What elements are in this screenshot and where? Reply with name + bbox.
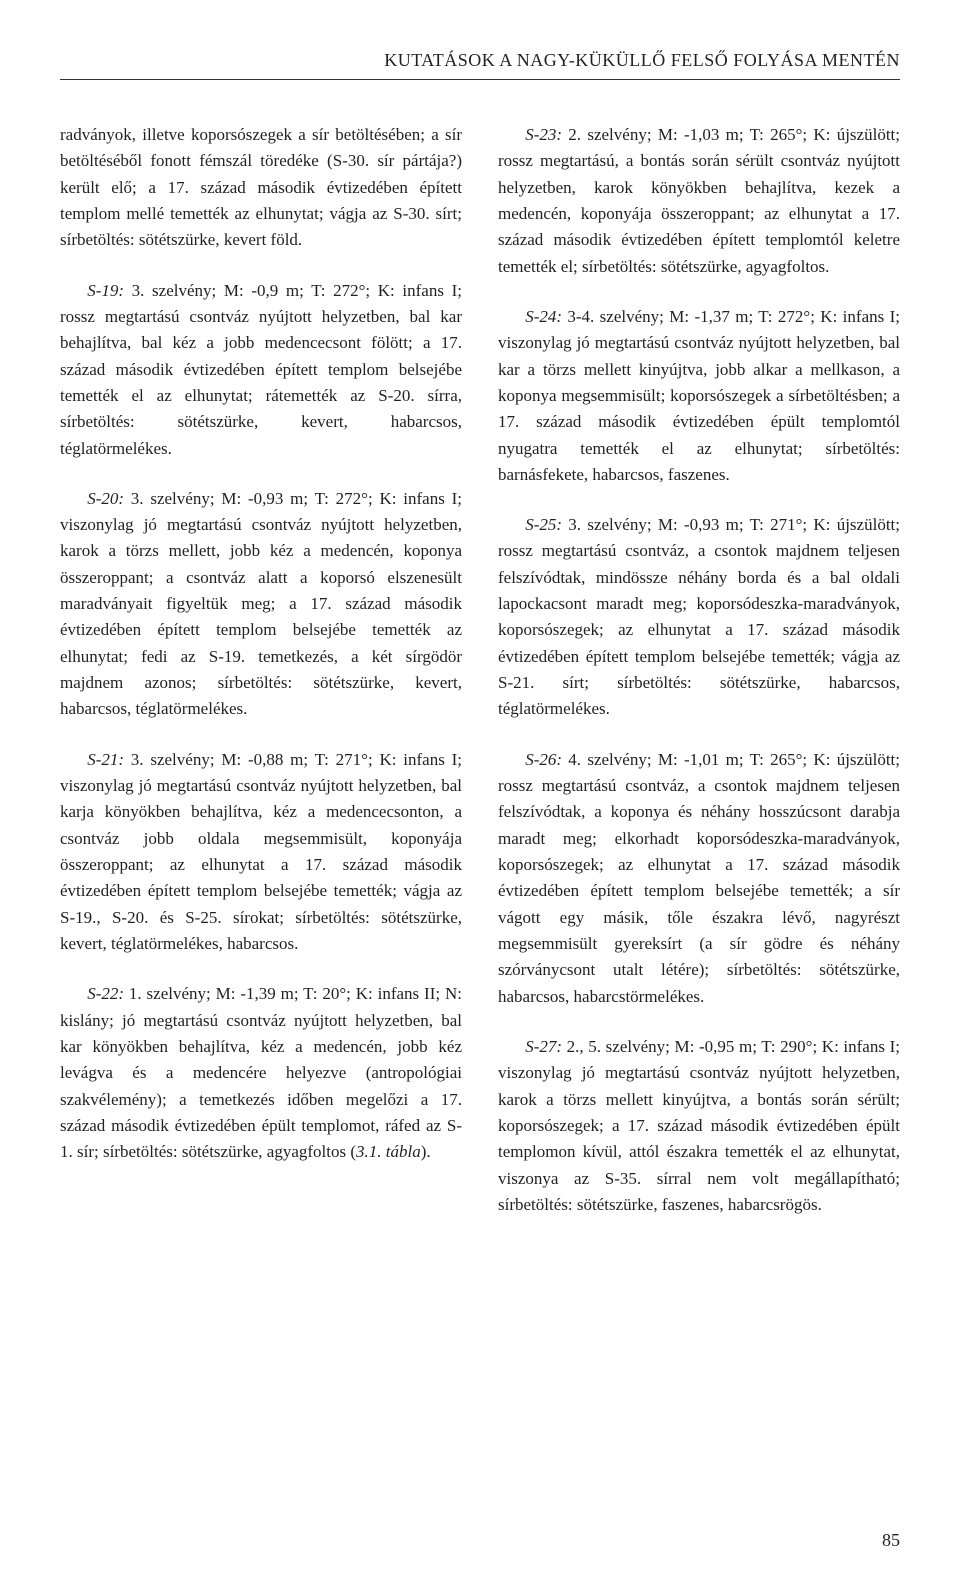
entry-s26: S-26: 4. szelvény; M: -1,01 m; T: 265°; … — [498, 747, 900, 1010]
entry-italic-tail: 3.1. tábla — [356, 1142, 421, 1161]
entry-body: 3. szelvény; M: -0,93 m; T: 272°; K: inf… — [60, 489, 462, 719]
right-column: S-23: 2. szelvény; M: -1,03 m; T: 265°; … — [498, 122, 900, 1218]
entry-body: 3. szelvény; M: -0,88 m; T: 271°; K: inf… — [60, 750, 462, 953]
entry-body: 2. szelvény; M: -1,03 m; T: 265°; K: újs… — [498, 125, 900, 276]
entry-s27: S-27: 2., 5. szelvény; M: -0,95 m; T: 29… — [498, 1034, 900, 1218]
entry-label: S-22: — [87, 984, 124, 1003]
entry-label: S-21: — [87, 750, 124, 769]
entry-body: 3-4. szelvény; M: -1,37 m; T: 272°; K: i… — [498, 307, 900, 484]
entry-s22: S-22: 1. szelvény; M: -1,39 m; T: 20°; K… — [60, 981, 462, 1165]
entry-label: S-26: — [525, 750, 562, 769]
header-text: KUTATÁSOK A NAGY-KÜKÜLLŐ FELSŐ FOLYÁSA M… — [384, 50, 900, 70]
entry-body: 4. szelvény; M: -1,01 m; T: 265°; K: újs… — [498, 750, 900, 1006]
entry-s21: S-21: 3. szelvény; M: -0,88 m; T: 271°; … — [60, 747, 462, 958]
entry-s23: S-23: 2. szelvény; M: -1,03 m; T: 265°; … — [498, 122, 900, 280]
entry-label: S-23: — [525, 125, 562, 144]
entry-label: S-24: — [525, 307, 562, 326]
body-columns: radványok, illetve koporsószegek a sír b… — [60, 122, 900, 1218]
entry-s20: S-20: 3. szelvény; M: -0,93 m; T: 272°; … — [60, 486, 462, 723]
entry-body: 2., 5. szelvény; M: -0,95 m; T: 290°; K:… — [498, 1037, 900, 1214]
entry-label: S-20: — [87, 489, 124, 508]
entry-label: S-27: — [525, 1037, 562, 1056]
entry-s19: S-19: 3. szelvény; M: -0,9 m; T: 272°; K… — [60, 278, 462, 462]
entry-label: S-19: — [87, 281, 124, 300]
running-header: KUTATÁSOK A NAGY-KÜKÜLLŐ FELSŐ FOLYÁSA M… — [60, 50, 900, 80]
entry-after-italic: ). — [421, 1142, 431, 1161]
page-number: 85 — [882, 1530, 900, 1551]
left-intro: radványok, illetve koporsószegek a sír b… — [60, 122, 462, 254]
entry-s24: S-24: 3-4. szelvény; M: -1,37 m; T: 272°… — [498, 304, 900, 488]
entry-label: S-25: — [525, 515, 562, 534]
entry-body: 3. szelvény; M: -0,93 m; T: 271°; K: újs… — [498, 515, 900, 718]
left-column: radványok, illetve koporsószegek a sír b… — [60, 122, 462, 1218]
entry-body: 3. szelvény; M: -0,9 m; T: 272°; K: infa… — [60, 281, 462, 458]
entry-s25: S-25: 3. szelvény; M: -0,93 m; T: 271°; … — [498, 512, 900, 723]
entry-body: 1. szelvény; M: -1,39 m; T: 20°; K: infa… — [60, 984, 462, 1161]
